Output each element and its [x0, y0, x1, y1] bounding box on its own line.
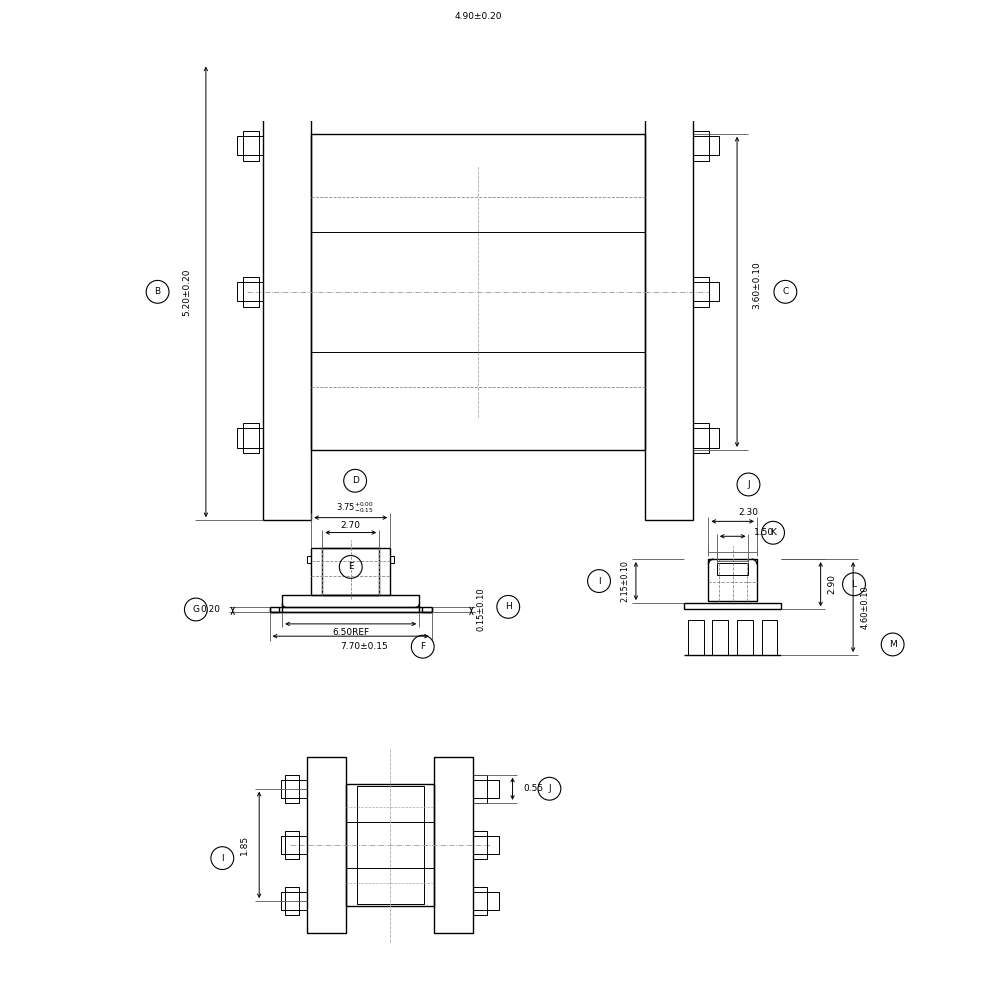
Bar — [390, 556, 394, 563]
Text: 4.60±0.10: 4.60±0.10 — [860, 585, 869, 629]
Bar — [712, 620, 728, 655]
Text: 6.50REF: 6.50REF — [332, 628, 369, 637]
Text: I: I — [221, 854, 224, 863]
Text: 7.70±0.15: 7.70±0.15 — [340, 642, 388, 651]
Bar — [688, 620, 704, 655]
Bar — [693, 131, 709, 161]
Text: 2.30: 2.30 — [738, 508, 758, 517]
Bar — [307, 757, 346, 933]
Text: 0.55: 0.55 — [523, 784, 543, 793]
Bar — [311, 548, 390, 595]
Bar — [473, 780, 499, 798]
Bar — [693, 423, 709, 453]
Bar — [263, 64, 311, 520]
Bar — [717, 563, 748, 575]
Text: G: G — [192, 605, 199, 614]
Text: H: H — [505, 602, 512, 611]
Bar — [737, 620, 753, 655]
Text: 1.85: 1.85 — [240, 835, 249, 855]
Bar — [473, 836, 499, 854]
Bar — [281, 892, 307, 910]
Text: J: J — [548, 784, 551, 793]
Text: J: J — [747, 480, 750, 489]
Bar — [322, 548, 379, 595]
Bar — [693, 428, 719, 448]
Text: L: L — [852, 580, 857, 589]
Bar — [237, 428, 263, 448]
Bar — [237, 136, 263, 155]
Text: I: I — [598, 577, 600, 586]
Bar — [281, 836, 307, 854]
Text: F: F — [420, 642, 425, 651]
Text: 0.15±0.10: 0.15±0.10 — [477, 588, 486, 631]
Text: 3.60±0.10: 3.60±0.10 — [752, 261, 761, 309]
Text: D: D — [352, 476, 359, 485]
Bar — [237, 282, 263, 301]
Text: K: K — [770, 528, 776, 537]
Text: B: B — [155, 287, 161, 296]
Bar — [243, 131, 259, 161]
Bar — [762, 620, 777, 655]
Bar — [281, 780, 307, 798]
Text: 2.70: 2.70 — [341, 521, 361, 530]
Text: M: M — [889, 640, 897, 649]
Bar — [307, 556, 311, 563]
Bar — [708, 559, 757, 601]
Bar — [684, 603, 781, 609]
Text: 0.20: 0.20 — [200, 605, 220, 614]
Bar — [693, 277, 709, 307]
Bar — [645, 64, 693, 520]
Text: 4.90±0.20: 4.90±0.20 — [454, 12, 502, 21]
Bar — [243, 423, 259, 453]
Bar — [243, 277, 259, 307]
Text: C: C — [782, 287, 788, 296]
Bar — [285, 887, 299, 915]
Bar — [473, 831, 487, 859]
Text: 2.90: 2.90 — [828, 574, 837, 594]
Bar — [473, 892, 499, 910]
Bar — [357, 786, 424, 904]
Bar — [311, 134, 645, 450]
Text: E: E — [348, 562, 354, 571]
Bar — [282, 595, 419, 607]
Text: 1.50: 1.50 — [754, 528, 774, 537]
Bar — [434, 757, 473, 933]
Bar — [285, 831, 299, 859]
Bar — [473, 887, 487, 915]
Bar — [693, 282, 719, 301]
Text: 2.15±0.10: 2.15±0.10 — [620, 560, 629, 602]
Text: 3.75$^{+0.00}_{-0.15}$: 3.75$^{+0.00}_{-0.15}$ — [336, 501, 374, 515]
Bar — [285, 775, 299, 803]
Text: 5.20±0.20: 5.20±0.20 — [182, 268, 191, 316]
Bar — [346, 784, 434, 906]
Bar — [473, 775, 487, 803]
Bar — [270, 607, 432, 612]
Bar — [693, 136, 719, 155]
